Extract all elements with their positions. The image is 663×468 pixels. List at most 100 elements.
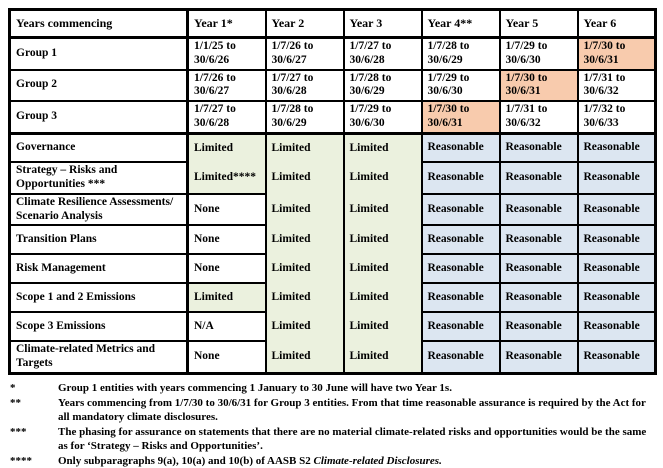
row-label: Climate Resilience Assessments/ Scenario… — [8, 192, 189, 227]
assurance-cell: Limited — [264, 162, 345, 194]
header-year-1: Year 1* — [186, 8, 267, 39]
assurance-cell: Reasonable — [420, 224, 501, 256]
group-date-cell: 1/7/27 to 30/6/28 — [186, 100, 267, 135]
assurance-cell: Limited — [342, 162, 423, 194]
group-date-cell: 1/7/27 to 30/6/28 — [264, 68, 345, 103]
assurance-cell: Limited — [342, 225, 423, 255]
assurance-cell: Reasonable — [498, 192, 579, 227]
group-date-cell: 1/1/25 to 30/6/26 — [186, 36, 267, 71]
group-date-cell: 1/7/28 to 30/6/29 — [342, 68, 423, 103]
assurance-cell: Limited — [264, 283, 345, 313]
assurance-cell: Limited — [264, 225, 345, 255]
assurance-cell: Limited — [186, 132, 267, 163]
assurance-cell: None — [186, 340, 267, 375]
group-label: Group 2 — [8, 68, 189, 103]
group-1-row: Group 1 1/1/25 to 30/6/26 1/7/26 to 30/6… — [8, 36, 657, 71]
group-date-cell-highlighted: 1/7/30 to 30/6/31 — [576, 36, 657, 71]
footnote-text: Group 1 entities with years commencing 1… — [58, 382, 452, 395]
group-date-cell: 1/7/29 to 30/6/30 — [342, 100, 423, 135]
footnote-marker: * — [10, 382, 16, 395]
assurance-cell: Reasonable — [576, 132, 657, 164]
group-3-row: Group 3 1/7/27 to 30/6/28 1/7/28 to 30/6… — [8, 100, 657, 135]
header-year-5: Year 5 — [498, 8, 579, 39]
assurance-cell: Limited**** — [186, 162, 267, 195]
assurance-row-strategy: Strategy – Risks and Opportunities *** L… — [8, 161, 657, 195]
group-date-cell: 1/7/32 to 30/6/33 — [576, 100, 657, 135]
assurance-cell: Reasonable — [420, 132, 501, 164]
header-year-2: Year 2 — [264, 8, 345, 39]
assurance-cell: Limited — [264, 312, 345, 342]
assurance-cell: Limited — [264, 133, 345, 163]
assurance-cell: Limited — [264, 193, 345, 226]
assurance-row-transition-plans: Transition Plans None Limited Limited Re… — [8, 224, 657, 256]
assurance-cell: Limited — [342, 341, 423, 374]
group-label: Group 1 — [8, 36, 189, 71]
row-label: Scope 3 Emissions — [8, 311, 189, 343]
assurance-cell: Reasonable — [420, 340, 501, 375]
group-date-cell: 1/7/26 to 30/6/27 — [186, 68, 267, 103]
group-date-cell: 1/7/29 to 30/6/30 — [498, 36, 579, 71]
assurance-cell: Limited — [342, 312, 423, 342]
group-date-cell: 1/7/29 to 30/6/30 — [420, 68, 501, 103]
group-date-cell: 1/7/27 to 30/6/28 — [342, 36, 423, 71]
assurance-cell: None — [186, 253, 267, 285]
group-date-cell: 1/7/26 to 30/6/27 — [264, 36, 345, 71]
assurance-cell: Reasonable — [498, 161, 579, 195]
group-date-cell-highlighted: 1/7/30 to 30/6/31 — [420, 100, 501, 135]
assurance-cell: Reasonable — [576, 224, 657, 256]
assurance-cell: Reasonable — [498, 132, 579, 164]
footnote-text: Years commencing from 1/7/30 to 30/6/31 … — [58, 396, 646, 424]
footnotes-section: * Group 1 entities with years commencing… — [8, 381, 655, 468]
assurance-cell: Reasonable — [420, 311, 501, 343]
assurance-row-risk-management: Risk Management None Limited Limited Rea… — [8, 253, 657, 285]
header-years-commencing: Years commencing — [8, 8, 189, 39]
footnote-text-italic: Climate-related Disclosures. — [313, 454, 442, 467]
row-label: Strategy – Risks and Opportunities *** — [8, 161, 189, 195]
assurance-cell: Reasonable — [576, 340, 657, 375]
assurance-cell: Limited — [342, 254, 423, 284]
footnote-marker: *** — [10, 425, 27, 438]
assurance-cell: Reasonable — [498, 311, 579, 343]
assurance-cell: Reasonable — [576, 253, 657, 285]
footnote-text: The phasing for assurance on statements … — [58, 425, 647, 453]
footnote: *** The phasing for assurance on stateme… — [10, 425, 653, 454]
assurance-cell: Limited — [264, 254, 345, 284]
row-label: Transition Plans — [8, 224, 189, 256]
row-label: Climate-related Metrics and Targets — [8, 340, 189, 375]
group-date-cell: 1/7/28 to 30/6/29 — [264, 100, 345, 135]
row-label: Scope 1 and 2 Emissions — [8, 282, 189, 314]
footnote-marker: ** — [10, 396, 21, 409]
assurance-phasing-table: Years commencing Year 1* Year 2 Year 3 Y… — [8, 8, 657, 376]
footnote: ** Years commencing from 1/7/30 to 30/6/… — [10, 396, 653, 425]
header-year-4: Year 4** — [420, 8, 501, 39]
assurance-cell: Reasonable — [420, 192, 501, 227]
group-date-cell: 1/7/28 to 30/6/29 — [420, 36, 501, 71]
assurance-cell: Limited — [342, 193, 423, 226]
assurance-row-scope-3-emissions: Scope 3 Emissions N/A Limited Limited Re… — [8, 311, 657, 343]
assurance-cell: Reasonable — [420, 161, 501, 195]
assurance-row-governance: Governance Limited Limited Limited Reaso… — [8, 132, 657, 164]
assurance-cell: Reasonable — [498, 253, 579, 285]
header-year-3: Year 3 — [342, 8, 423, 39]
assurance-row-scope-1-2-emissions: Scope 1 and 2 Emissions Limited Limited … — [8, 282, 657, 314]
group-date-cell: 1/7/31 to 30/6/32 — [498, 100, 579, 135]
assurance-cell: Reasonable — [576, 282, 657, 314]
assurance-cell: N/A — [186, 311, 267, 343]
assurance-cell: Reasonable — [420, 282, 501, 314]
assurance-cell: None — [186, 224, 267, 256]
footnote-text-normal: Only subparagraphs 9(a), 10(a) and 10(b)… — [58, 454, 314, 467]
table-header-row: Years commencing Year 1* Year 2 Year 3 Y… — [8, 8, 657, 39]
group-date-cell: 1/7/31 to 30/6/32 — [576, 68, 657, 103]
assurance-cell: Limited — [186, 282, 267, 314]
group-label: Group 3 — [8, 100, 189, 135]
row-label: Risk Management — [8, 253, 189, 285]
assurance-cell: Limited — [342, 133, 423, 163]
header-year-6: Year 6 — [576, 8, 657, 39]
assurance-cell: Reasonable — [576, 161, 657, 195]
assurance-cell: Reasonable — [420, 253, 501, 285]
assurance-cell: Limited — [342, 283, 423, 313]
group-date-cell-highlighted: 1/7/30 to 30/6/31 — [498, 68, 579, 103]
assurance-cell: Limited — [264, 341, 345, 374]
footnote: * Group 1 entities with years commencing… — [10, 381, 653, 396]
